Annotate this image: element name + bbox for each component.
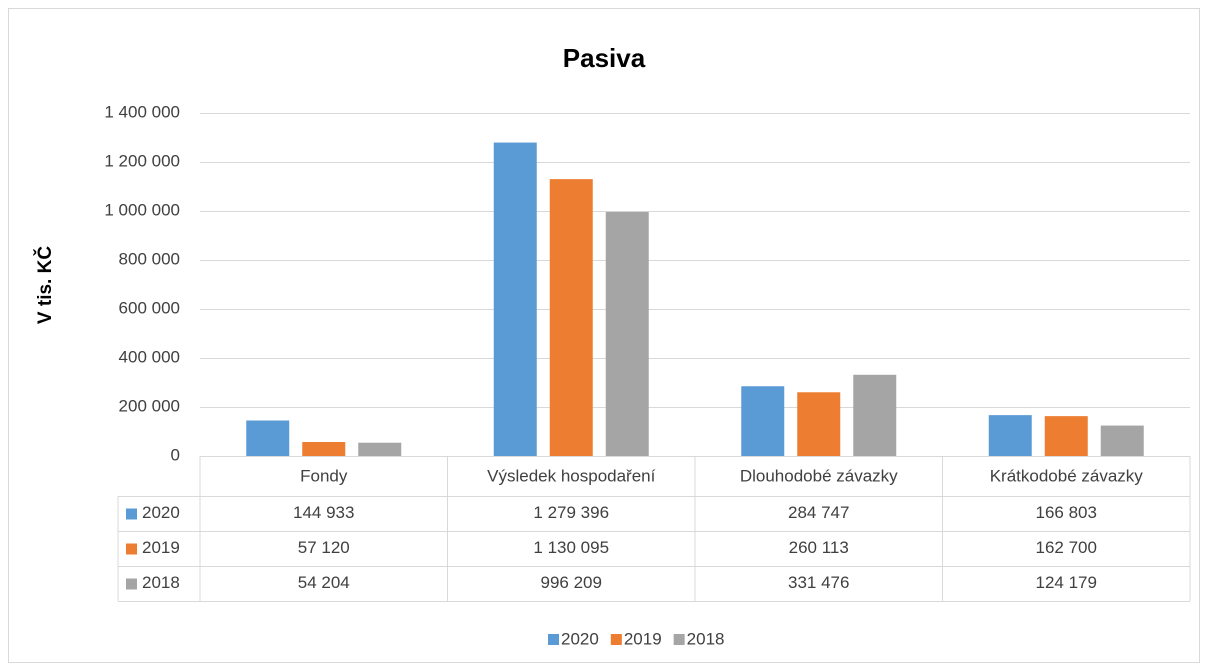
table-legend-swatch — [126, 543, 137, 555]
y-tick-label: 1 000 000 — [104, 200, 180, 219]
table-cell: 166 803 — [1036, 503, 1097, 522]
bar — [853, 374, 897, 456]
table-series-name: 2018 — [142, 573, 180, 592]
legend-swatch — [673, 634, 685, 645]
table-series-name: 2019 — [142, 538, 180, 557]
table-cell: 331 476 — [788, 573, 849, 592]
legend-swatch — [610, 634, 622, 645]
table-cell: 996 209 — [541, 573, 602, 592]
y-tick-label: 800 000 — [119, 249, 180, 268]
x-tick-label: Fondy — [300, 466, 348, 485]
table-cell: 1 279 396 — [533, 503, 609, 522]
table-legend-swatch — [126, 578, 137, 590]
table-cell: 144 933 — [293, 503, 354, 522]
x-tick-label: Výsledek hospodaření — [487, 466, 656, 485]
y-tick-label: 1 400 000 — [104, 102, 180, 121]
legend-label: 2018 — [687, 629, 725, 648]
table-series-name: 2020 — [142, 503, 180, 522]
legend-label: 2020 — [561, 629, 599, 648]
y-tick-label: 200 000 — [119, 396, 180, 415]
chart-border — [8, 8, 1200, 663]
y-tick-label: 400 000 — [119, 347, 180, 366]
chart-title: Pasiva — [563, 43, 646, 73]
bar — [797, 392, 841, 456]
bar — [1100, 425, 1144, 456]
table-cell: 57 120 — [298, 538, 350, 557]
table-cell: 162 700 — [1036, 538, 1097, 557]
bar — [549, 179, 593, 457]
bar — [246, 420, 290, 456]
legend-swatch — [548, 634, 559, 645]
y-axis-label: V tis. KČ — [34, 246, 56, 324]
y-tick-label: 600 000 — [119, 298, 180, 317]
table-cell: 124 179 — [1036, 573, 1097, 592]
table-cell: 1 130 095 — [533, 538, 609, 557]
legend-label: 2019 — [624, 629, 662, 648]
table-cell: 260 113 — [789, 538, 849, 557]
bar — [1044, 416, 1088, 456]
y-tick-label: 1 200 000 — [104, 151, 180, 170]
bar — [988, 415, 1032, 456]
bar — [605, 211, 649, 456]
table-cell: 284 747 — [788, 503, 849, 522]
table-legend-swatch — [126, 508, 137, 520]
table-cell: 54 204 — [298, 573, 350, 592]
bar — [302, 442, 346, 456]
y-tick-label: 0 — [171, 445, 180, 464]
bar — [741, 386, 785, 456]
x-tick-label: Krátkodobé závazky — [990, 466, 1144, 485]
bar — [358, 442, 402, 456]
x-tick-label: Dlouhodobé závazky — [740, 466, 898, 485]
bar — [493, 142, 537, 456]
